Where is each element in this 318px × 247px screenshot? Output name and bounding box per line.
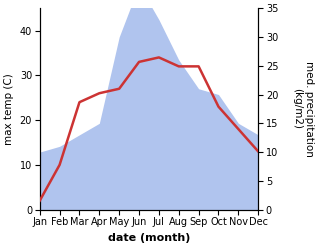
Y-axis label: max temp (C): max temp (C) [4, 73, 14, 145]
X-axis label: date (month): date (month) [108, 233, 190, 243]
Y-axis label: med. precipitation
(kg/m2): med. precipitation (kg/m2) [292, 61, 314, 157]
